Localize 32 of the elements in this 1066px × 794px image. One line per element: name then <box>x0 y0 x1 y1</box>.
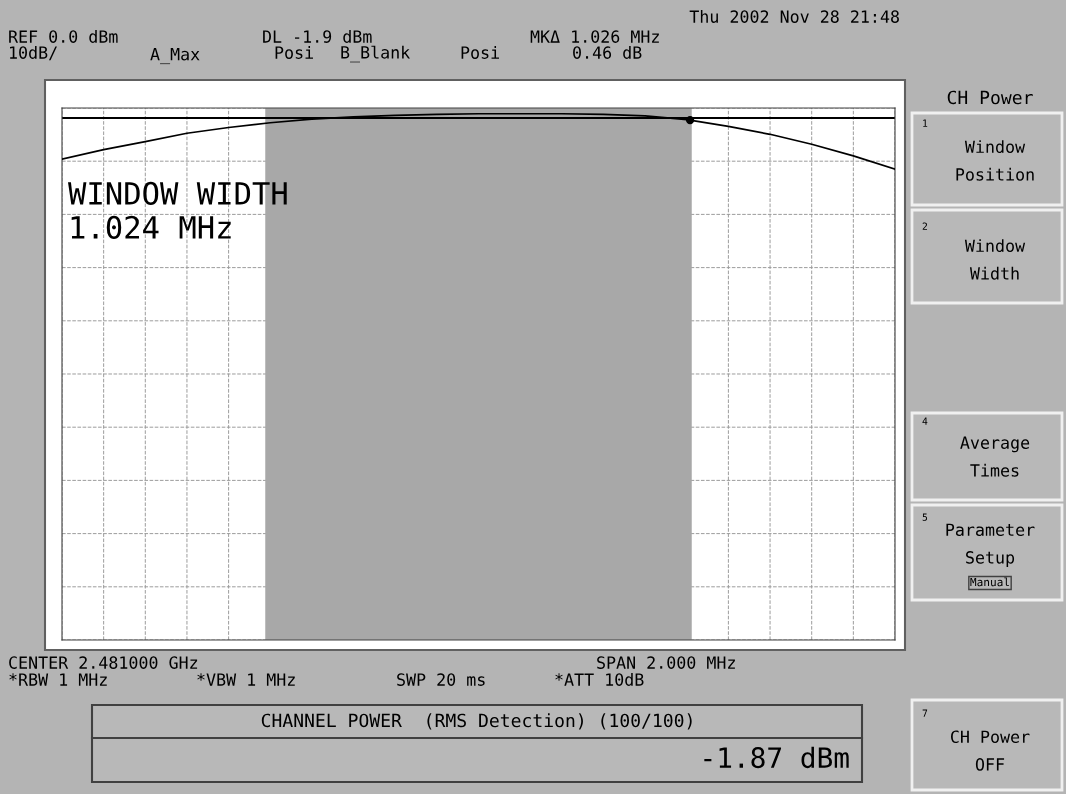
text: 5 <box>922 513 928 521</box>
text: Manual <box>970 577 1009 587</box>
annotation: WINDOW WIDTH <box>68 181 287 205</box>
text: Parameter Setup <box>946 523 1035 567</box>
text: Thu 2002 Nov 28 21:48 <box>689 9 899 23</box>
text: 2 <box>922 222 928 230</box>
text: MKΔ 1.026 MHz <box>530 30 659 43</box>
text: -1.87 dBm <box>704 746 849 769</box>
text: *ATT 10dB <box>555 672 644 686</box>
text: 4 <box>922 417 928 425</box>
text: SPAN 2.000 MHz <box>597 656 735 669</box>
text: SWP 20 ms <box>397 673 485 686</box>
text: *RBW 1 MHz <box>9 673 107 686</box>
annotation: 1.024 MHz <box>71 215 231 239</box>
text: CH Power <box>947 90 1033 105</box>
text: CHANNEL POWER (RMS Detection) (100/100) <box>261 713 692 730</box>
text: Window Width <box>964 239 1026 280</box>
text: B_Blank <box>341 45 410 63</box>
text: DL -1.9 dBm <box>263 29 372 43</box>
text: Posi <box>461 45 499 59</box>
text: REF 0.0 dBm <box>9 29 118 43</box>
text: 10dB/ <box>10 45 57 61</box>
text: 0.46 dB <box>573 45 642 59</box>
text: CENTER 2.481000 GHz <box>9 656 198 669</box>
text: Posi <box>275 45 313 59</box>
text: *VBW 1 MHz <box>197 673 295 686</box>
text: 7 <box>922 709 928 717</box>
text: A_Max <box>150 48 200 65</box>
text: Average Times <box>960 436 1030 477</box>
text: CH Power OFF <box>950 730 1030 771</box>
text: Window Position <box>956 140 1034 181</box>
text: 1 <box>923 119 928 127</box>
